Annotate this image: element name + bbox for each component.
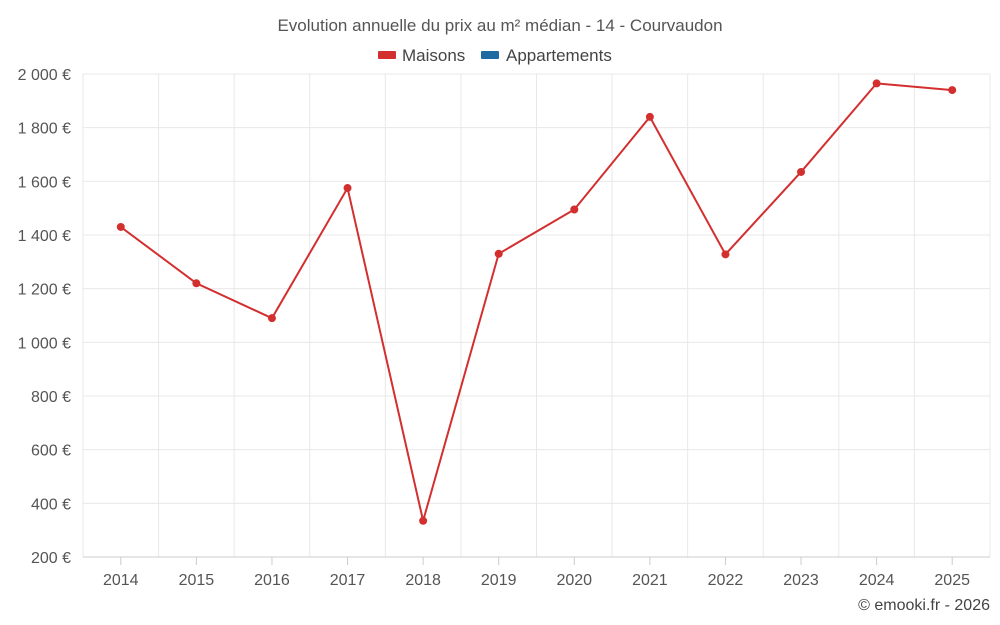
data-point[interactable] <box>570 205 579 214</box>
data-point[interactable] <box>645 112 654 121</box>
legend-label-maisons: Maisons <box>402 46 465 65</box>
x-tick-label: 2022 <box>708 572 744 589</box>
x-tick-label: 2025 <box>934 572 970 589</box>
y-axis-ticks: 200 € 400 € 600 € 800 € 1 000 € 1 200 € 1 400 … <box>18 67 71 567</box>
data-point[interactable] <box>494 249 503 258</box>
chart-title: Evolution annuelle du prix au m² médian … <box>277 16 722 35</box>
series-line-maisons <box>120 82 953 522</box>
grid <box>82 73 991 557</box>
y-tick-label: 200 € <box>31 550 71 567</box>
legend-swatch-appartements <box>481 51 499 59</box>
legend-label-appartements: Appartements <box>506 46 612 65</box>
series-layer <box>116 79 957 525</box>
data-point[interactable] <box>267 314 276 323</box>
y-tick-label: 400 € <box>31 496 71 513</box>
y-tick-label: 600 € <box>31 443 71 460</box>
y-tick-label: 1 000 € <box>18 335 71 352</box>
data-point[interactable] <box>343 184 352 193</box>
credit-text: © emooki.fr - 2026 <box>858 597 990 614</box>
x-tick-label: 2015 <box>179 572 215 589</box>
x-tick-label: 2014 <box>103 572 139 589</box>
data-point[interactable] <box>116 222 125 231</box>
data-point[interactable] <box>419 516 428 525</box>
x-tick-label: 2019 <box>481 572 517 589</box>
x-tick-label: 2023 <box>783 572 819 589</box>
x-tick-label: 2024 <box>859 572 895 589</box>
legend-swatch-maisons <box>378 51 396 59</box>
x-tick-label: 2021 <box>632 572 668 589</box>
x-tick-label: 2017 <box>330 572 366 589</box>
data-point[interactable] <box>721 250 730 259</box>
y-tick-label: 2 000 € <box>18 67 71 84</box>
x-tick-label: 2020 <box>556 572 592 589</box>
legend-item-maisons[interactable]: Maisons <box>378 46 465 65</box>
y-tick-label: 1 400 € <box>18 228 71 245</box>
y-tick-label: 1 200 € <box>18 282 71 299</box>
legend: Maisons Appartements <box>378 46 612 65</box>
x-axis-ticks: 2014 2015 2016 2017 2018 2019 2020 2021 2022 2023… <box>103 557 970 589</box>
y-tick-label: 1 800 € <box>18 121 71 138</box>
legend-item-appartements[interactable]: Appartements <box>481 46 612 65</box>
y-tick-label: 1 600 € <box>18 174 71 191</box>
y-tick-label: 800 € <box>31 389 71 406</box>
data-point[interactable] <box>872 79 881 88</box>
x-tick-label: 2018 <box>405 572 441 589</box>
data-point[interactable] <box>948 86 957 95</box>
x-tick-label: 2016 <box>254 572 290 589</box>
data-point[interactable] <box>797 167 806 176</box>
data-point[interactable] <box>192 279 201 288</box>
